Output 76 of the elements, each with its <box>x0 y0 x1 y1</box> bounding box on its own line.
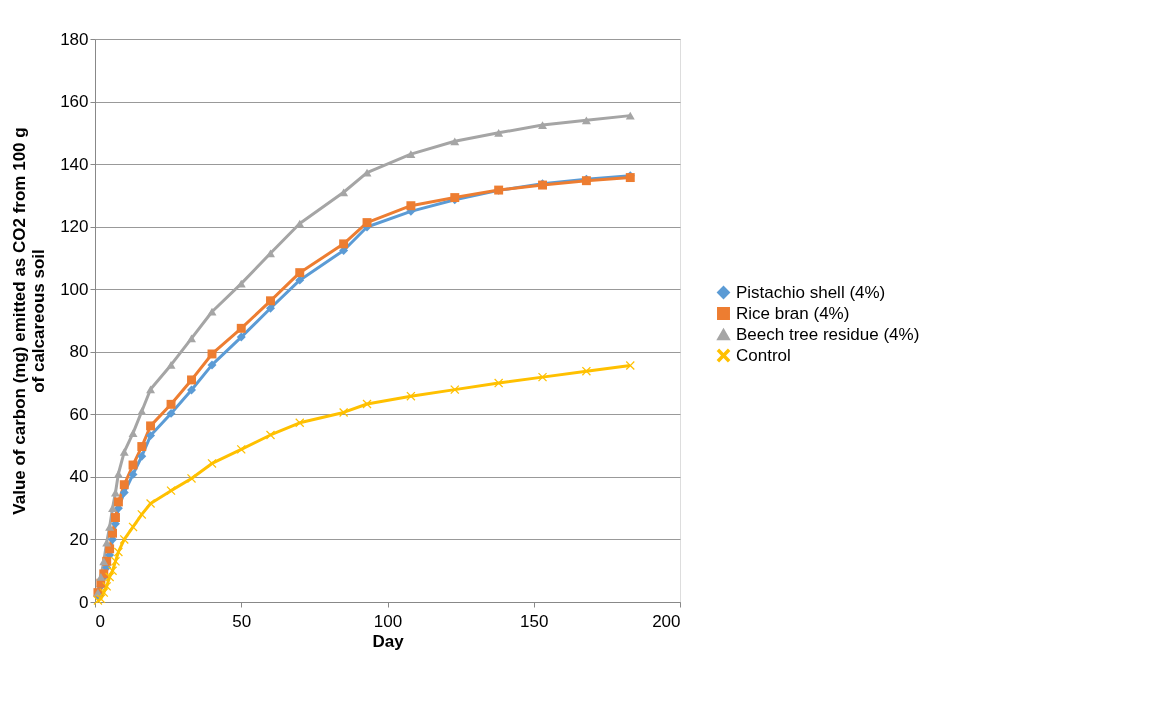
point <box>99 588 109 598</box>
point <box>137 451 147 461</box>
point <box>339 188 349 197</box>
x-axis-title: Day <box>372 631 405 651</box>
point <box>266 430 275 440</box>
point <box>339 239 349 249</box>
point <box>266 296 275 306</box>
y-tick-label: 140 <box>60 154 89 174</box>
y-tick-label: 20 <box>69 529 89 549</box>
y-tick-label: 100 <box>60 279 89 299</box>
y-tick-label: 40 <box>69 467 89 487</box>
y-tick-label: 180 <box>60 29 89 49</box>
point <box>146 421 156 431</box>
y-tick-label: 80 <box>69 342 89 362</box>
point <box>207 458 217 468</box>
point <box>166 361 176 369</box>
y-tick-label: 120 <box>60 217 89 237</box>
point <box>137 509 147 519</box>
point <box>166 408 176 418</box>
point <box>581 366 591 376</box>
point <box>406 201 416 211</box>
point <box>406 150 416 158</box>
point <box>137 407 147 416</box>
point <box>625 111 635 120</box>
point <box>166 399 176 409</box>
point <box>146 431 156 441</box>
point <box>236 323 246 333</box>
point <box>207 360 217 370</box>
point <box>450 385 460 395</box>
point <box>538 121 547 129</box>
point <box>108 566 118 576</box>
point <box>538 372 547 382</box>
point <box>187 385 196 395</box>
point <box>105 572 115 582</box>
point <box>236 332 246 342</box>
x-tick-label: 0 <box>95 611 105 631</box>
point <box>119 480 129 490</box>
point <box>128 469 138 479</box>
point <box>625 361 635 371</box>
point <box>105 523 115 531</box>
legend-label: Pistachio shell (4%) <box>736 282 886 302</box>
point <box>108 504 118 513</box>
point <box>119 447 129 456</box>
x-tick-label: 200 <box>652 611 681 631</box>
point <box>111 513 120 523</box>
point <box>146 385 156 394</box>
y-tick-label: 160 <box>60 92 89 112</box>
point <box>187 334 196 343</box>
point <box>207 349 217 359</box>
point <box>236 444 246 454</box>
point <box>362 218 372 228</box>
point <box>494 128 504 137</box>
legend-label: Control <box>736 345 791 365</box>
point <box>113 547 123 557</box>
point <box>119 534 129 544</box>
point <box>113 497 123 507</box>
point <box>166 486 176 496</box>
point <box>137 442 147 452</box>
point <box>119 488 129 497</box>
x-tick-label: 50 <box>232 611 252 631</box>
point <box>111 556 120 566</box>
point <box>450 137 460 146</box>
point <box>494 378 504 388</box>
point <box>295 268 305 278</box>
y-tick-label: 60 <box>69 404 89 424</box>
point <box>128 429 138 437</box>
y-axis-title: Value of carbon (mg) emitted as CO2 from 100 g of calcareous soil <box>10 127 49 515</box>
legend-label: Rice bran (4%) <box>736 303 850 323</box>
point <box>207 307 217 316</box>
x-tick-label: 150 <box>520 611 549 631</box>
point <box>581 116 591 125</box>
point <box>266 249 275 258</box>
y-tick-label: 0 <box>79 592 89 612</box>
point <box>187 375 196 385</box>
legend-label: Beech tree residue (4%) <box>736 324 920 344</box>
x-tick-label: 100 <box>373 611 403 631</box>
